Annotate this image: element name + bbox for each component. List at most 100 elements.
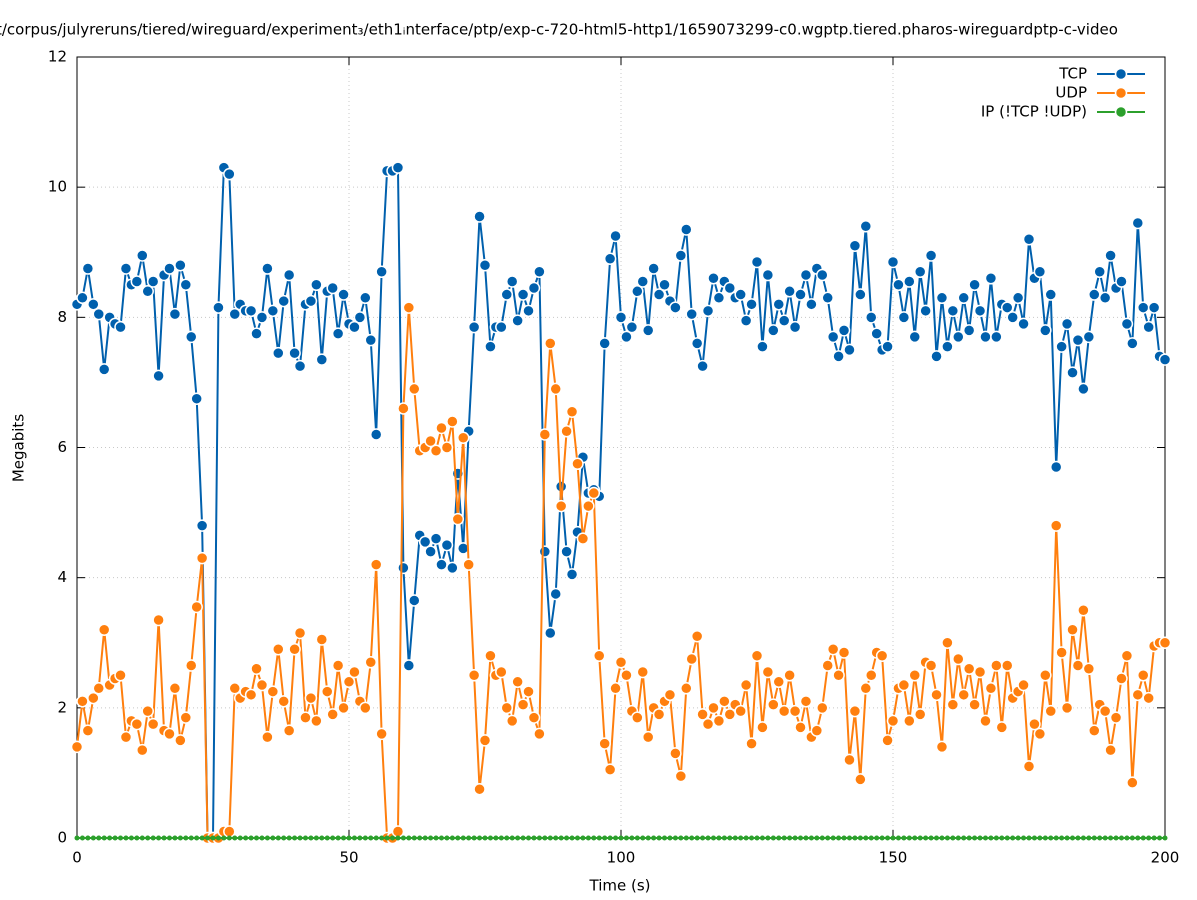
data-point [808, 835, 814, 841]
data-point [281, 835, 287, 841]
y-tick-label: 12 [48, 48, 67, 66]
data-point [1010, 835, 1016, 841]
data-point [863, 835, 869, 841]
data-point [1082, 330, 1096, 344]
data-point [603, 252, 617, 266]
data-point [772, 298, 786, 311]
data-point [696, 359, 709, 373]
data-point [270, 835, 276, 841]
data-point [136, 743, 149, 757]
data-point [266, 685, 280, 698]
data-point [901, 835, 907, 841]
data-point [1066, 623, 1079, 636]
data-point [783, 669, 796, 682]
data-point [674, 769, 688, 783]
data-point [232, 835, 238, 841]
data-point [598, 737, 611, 750]
data-point [341, 835, 347, 841]
y-tick-label: 2 [57, 698, 67, 716]
data-point [97, 623, 111, 636]
data-point [174, 259, 187, 272]
data-point [1011, 291, 1025, 305]
data-point [837, 324, 851, 337]
data-point [678, 835, 684, 841]
data-point [1042, 835, 1048, 841]
data-point [244, 688, 258, 702]
data-point [857, 835, 863, 841]
data-point [163, 727, 176, 741]
data-point [549, 587, 562, 601]
data-point [533, 727, 546, 741]
data-point [221, 835, 227, 841]
data-point [456, 431, 470, 444]
data-point [1048, 835, 1054, 841]
data-point [141, 704, 154, 718]
data-point [1060, 317, 1074, 331]
data-point [788, 704, 802, 718]
data-point [701, 717, 715, 731]
data-point [320, 685, 334, 698]
data-point [500, 701, 514, 715]
data-point [493, 835, 499, 841]
data-point [369, 428, 383, 441]
data-point [168, 307, 182, 321]
data-point [435, 558, 448, 571]
data-point [652, 708, 666, 721]
data-point [500, 288, 514, 301]
data-point [368, 835, 374, 841]
data-point [310, 278, 323, 292]
data-point [565, 405, 579, 418]
data-point [522, 304, 535, 318]
data-point [906, 835, 912, 841]
data-point [384, 835, 390, 841]
data-point [859, 682, 873, 695]
data-point [128, 835, 134, 841]
data-point [1049, 519, 1063, 532]
data-point [756, 721, 769, 734]
data-point [1059, 835, 1065, 841]
data-point [553, 835, 559, 841]
data-point [613, 835, 619, 841]
data-point [890, 835, 896, 841]
data-point [799, 268, 813, 282]
data-point [342, 675, 356, 689]
data-point [150, 835, 156, 841]
data-point [761, 665, 775, 679]
data-point [576, 532, 590, 545]
data-point [792, 835, 798, 841]
data-point [172, 835, 178, 841]
data-point [712, 714, 726, 728]
data-point [564, 835, 570, 841]
data-point [1108, 835, 1114, 841]
data-point [304, 294, 318, 308]
data-point [444, 835, 450, 841]
data-point [1135, 835, 1141, 841]
data-point [935, 291, 949, 305]
data-point [331, 327, 345, 340]
data-point [1115, 672, 1128, 685]
data-point [446, 415, 459, 428]
data-point [710, 835, 716, 841]
data-point [819, 835, 825, 841]
data-point [424, 545, 437, 558]
data-point [478, 259, 492, 272]
data-point [672, 835, 678, 841]
data-point [288, 643, 301, 656]
data-point [962, 324, 976, 337]
data-point [814, 835, 820, 841]
data-point [467, 320, 481, 334]
data-point [1022, 232, 1036, 246]
data-point [739, 678, 753, 692]
data-point [739, 314, 753, 327]
data-point [903, 275, 916, 288]
data-point [732, 835, 738, 841]
data-point [674, 249, 688, 262]
data-point [422, 835, 428, 841]
data-point [335, 835, 341, 841]
data-point [852, 835, 858, 841]
data-point [973, 665, 987, 679]
data-point [718, 695, 731, 708]
data-point [520, 835, 526, 841]
data-point [179, 711, 193, 724]
data-point [299, 711, 312, 724]
